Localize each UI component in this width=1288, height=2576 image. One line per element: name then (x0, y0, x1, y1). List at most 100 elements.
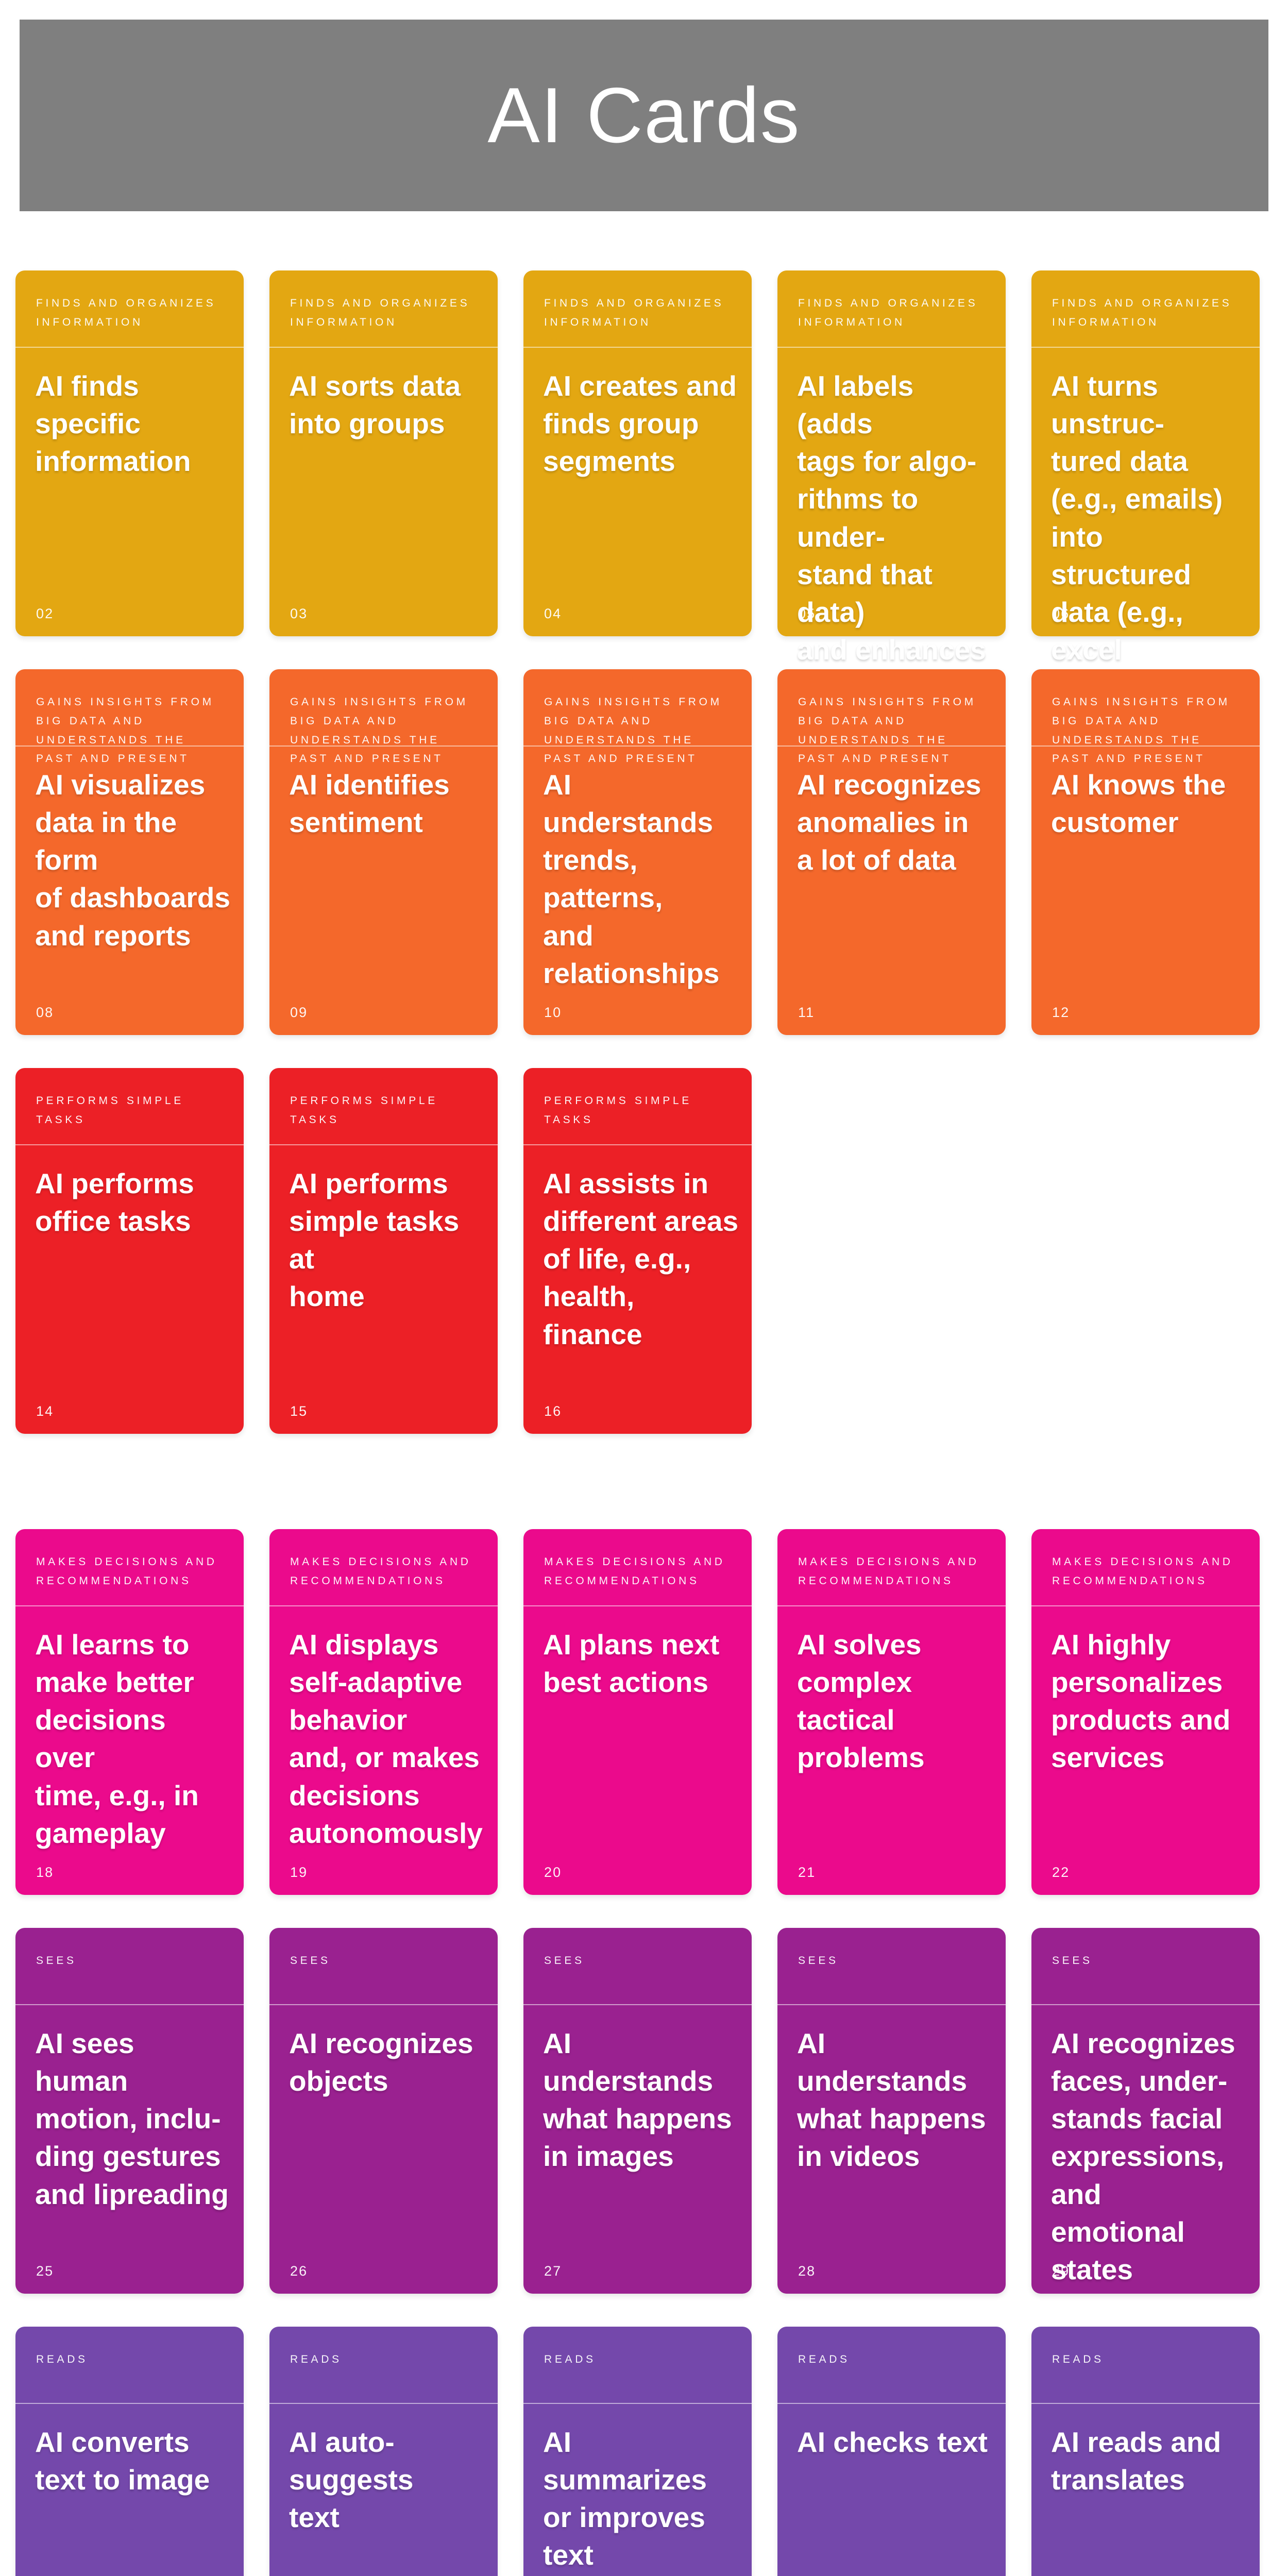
card-title: AI recognizes objects (289, 2027, 473, 2097)
card-divider (777, 2004, 1006, 2005)
card-divider (523, 2403, 752, 2404)
ai-card-32: READS AI converts text to image 32 (15, 2327, 244, 2576)
card-number: 27 (544, 2263, 562, 2279)
card-title: AI understands what happens in videos (797, 2027, 986, 2173)
card-number: 03 (290, 606, 308, 621)
card-category-label: MAKES DECISIONS AND RECOMMENDATIONS (544, 1556, 725, 1587)
card-category-label: FINDS AND ORGANIZES INFORMATION (544, 297, 724, 328)
card-divider (523, 745, 752, 747)
card-divider (15, 1144, 244, 1145)
ai-card-16: PERFORMS SIMPLE TASKS AI assists in diff… (523, 1068, 752, 1434)
ai-card-27: SEES AI understands what happens in imag… (523, 1928, 752, 2294)
card-divider (523, 2004, 752, 2005)
card-number: 26 (290, 2263, 308, 2279)
section-row-reads: READS AI converts text to image 32 READS… (15, 2327, 1273, 2576)
card-title: AI plans next best actions (543, 1629, 720, 1699)
card-category-label: GAINS INSIGHTS FROM BIG DATA AND UNDERST… (798, 696, 976, 765)
card-number: 19 (290, 1865, 308, 1880)
ai-card-03: FINDS AND ORGANIZES INFORMATION AI sorts… (269, 270, 498, 636)
card-divider (269, 745, 498, 747)
card-divider (15, 745, 244, 747)
card-category-label: SEES (1052, 1955, 1093, 1967)
page-title: AI Cards (487, 71, 801, 159)
card-number: 16 (544, 1403, 562, 1419)
card-category-label: GAINS INSIGHTS FROM BIG DATA AND UNDERST… (36, 696, 214, 765)
card-number: 18 (36, 1865, 54, 1880)
card-divider (777, 2403, 1006, 2404)
ai-card-29: SEES AI recognizes faces, under- stands … (1031, 1928, 1260, 2294)
card-category-label: SEES (290, 1955, 331, 1967)
card-title: AI visualizes data in the form of dashbo… (35, 769, 230, 952)
ai-card-33: READS AI auto-suggests text 33 (269, 2327, 498, 2576)
card-divider (269, 1605, 498, 1606)
card-title: AI creates and finds group segments (543, 370, 737, 478)
card-divider (777, 1605, 1006, 1606)
card-category-label: FINDS AND ORGANIZES INFORMATION (36, 297, 216, 328)
card-category-label: SEES (798, 1955, 839, 1967)
card-number: 12 (1052, 1005, 1070, 1020)
card-category-label: FINDS AND ORGANIZES INFORMATION (798, 297, 978, 328)
ai-card-10: GAINS INSIGHTS FROM BIG DATA AND UNDERST… (523, 669, 752, 1035)
card-divider (777, 347, 1006, 348)
ai-card-21: MAKES DECISIONS AND RECOMMENDATIONS AI s… (777, 1529, 1006, 1895)
card-title: AI solves complex tactical problems (797, 1629, 925, 1774)
card-number: 10 (544, 1005, 562, 1020)
ai-card-11: GAINS INSIGHTS FROM BIG DATA AND UNDERST… (777, 669, 1006, 1035)
card-divider (1031, 2004, 1260, 2005)
ai-card-14: PERFORMS SIMPLE TASKS AI performs office… (15, 1068, 244, 1434)
card-divider (269, 2403, 498, 2404)
card-divider (15, 347, 244, 348)
card-divider (15, 2403, 244, 2404)
card-title: AI recognizes anomalies in a lot of data (797, 769, 981, 876)
ai-card-25: SEES AI sees human motion, inclu- ding g… (15, 1928, 244, 2294)
card-title: AI finds specific information (35, 370, 191, 478)
card-category-label: PERFORMS SIMPLE TASKS (290, 1095, 438, 1126)
ai-card-20: MAKES DECISIONS AND RECOMMENDATIONS AI p… (523, 1529, 752, 1895)
ai-card-22: MAKES DECISIONS AND RECOMMENDATIONS AI h… (1031, 1529, 1260, 1895)
card-category-label: SEES (544, 1955, 585, 1967)
ai-card-02: FINDS AND ORGANIZES INFORMATION AI finds… (15, 270, 244, 636)
card-category-label: PERFORMS SIMPLE TASKS (544, 1095, 692, 1126)
card-title: AI knows the customer (1051, 769, 1226, 839)
card-divider (1031, 745, 1260, 747)
card-title: AI converts text to image (35, 2426, 210, 2496)
card-category-label: READS (1052, 2353, 1104, 2365)
ai-card-06: FINDS AND ORGANIZES INFORMATION AI turns… (1031, 270, 1260, 703)
card-number: 15 (290, 1403, 308, 1419)
ai-card-26: SEES AI recognizes objects 26 (269, 1928, 498, 2294)
card-category-label: FINDS AND ORGANIZES INFORMATION (290, 297, 470, 328)
card-title: AI sees human motion, inclu- ding gestur… (35, 2027, 229, 2210)
ai-card-28: SEES AI understands what happens in vide… (777, 1928, 1006, 2294)
section-row-gains-insights: GAINS INSIGHTS FROM BIG DATA AND UNDERST… (15, 669, 1273, 1035)
card-divider (1031, 2403, 1260, 2404)
section-row-makes-decisions: MAKES DECISIONS AND RECOMMENDATIONS AI l… (15, 1529, 1273, 1895)
card-title: AI performs office tasks (35, 1167, 194, 1238)
card-title: AI auto-suggests text (289, 2426, 414, 2534)
ai-card-04: FINDS AND ORGANIZES INFORMATION AI creat… (523, 270, 752, 636)
card-title: AI performs simple tasks at home (289, 1167, 460, 1313)
card-category-label: READS (290, 2353, 342, 2365)
ai-card-34: READS AI summarizes or improves text 34 (523, 2327, 752, 2576)
ai-card-08: GAINS INSIGHTS FROM BIG DATA AND UNDERST… (15, 669, 244, 1035)
card-title: AI understands what happens in images (543, 2027, 732, 2173)
card-category-label: SEES (36, 1955, 77, 1967)
card-category-label: MAKES DECISIONS AND RECOMMENDATIONS (1052, 1556, 1233, 1587)
card-number: 09 (290, 1005, 308, 1020)
card-title: AI reads and translates (1051, 2426, 1222, 2496)
card-category-label: READS (798, 2353, 850, 2365)
card-title: AI assists in different areas of life, e… (543, 1167, 739, 1350)
ai-card-18: MAKES DECISIONS AND RECOMMENDATIONS AI l… (15, 1529, 244, 1895)
card-divider (15, 1605, 244, 1606)
card-divider (1031, 347, 1260, 348)
card-category-label: READS (36, 2353, 88, 2365)
card-category-label: FINDS AND ORGANIZES INFORMATION (1052, 297, 1232, 328)
ai-card-15: PERFORMS SIMPLE TASKS AI performs simple… (269, 1068, 498, 1434)
card-divider (269, 2004, 498, 2005)
card-title: AI identifies sentiment (289, 769, 450, 839)
card-title: AI turns unstruc- tured data (e.g., emai… (1051, 370, 1223, 703)
ai-card-36: READS AI reads and translates 36 (1031, 2327, 1260, 2576)
card-category-label: READS (544, 2353, 596, 2365)
ai-card-05: FINDS AND ORGANIZES INFORMATION AI label… (777, 270, 1006, 703)
card-title: AI checks text (797, 2426, 988, 2458)
card-divider (1031, 1605, 1260, 1606)
